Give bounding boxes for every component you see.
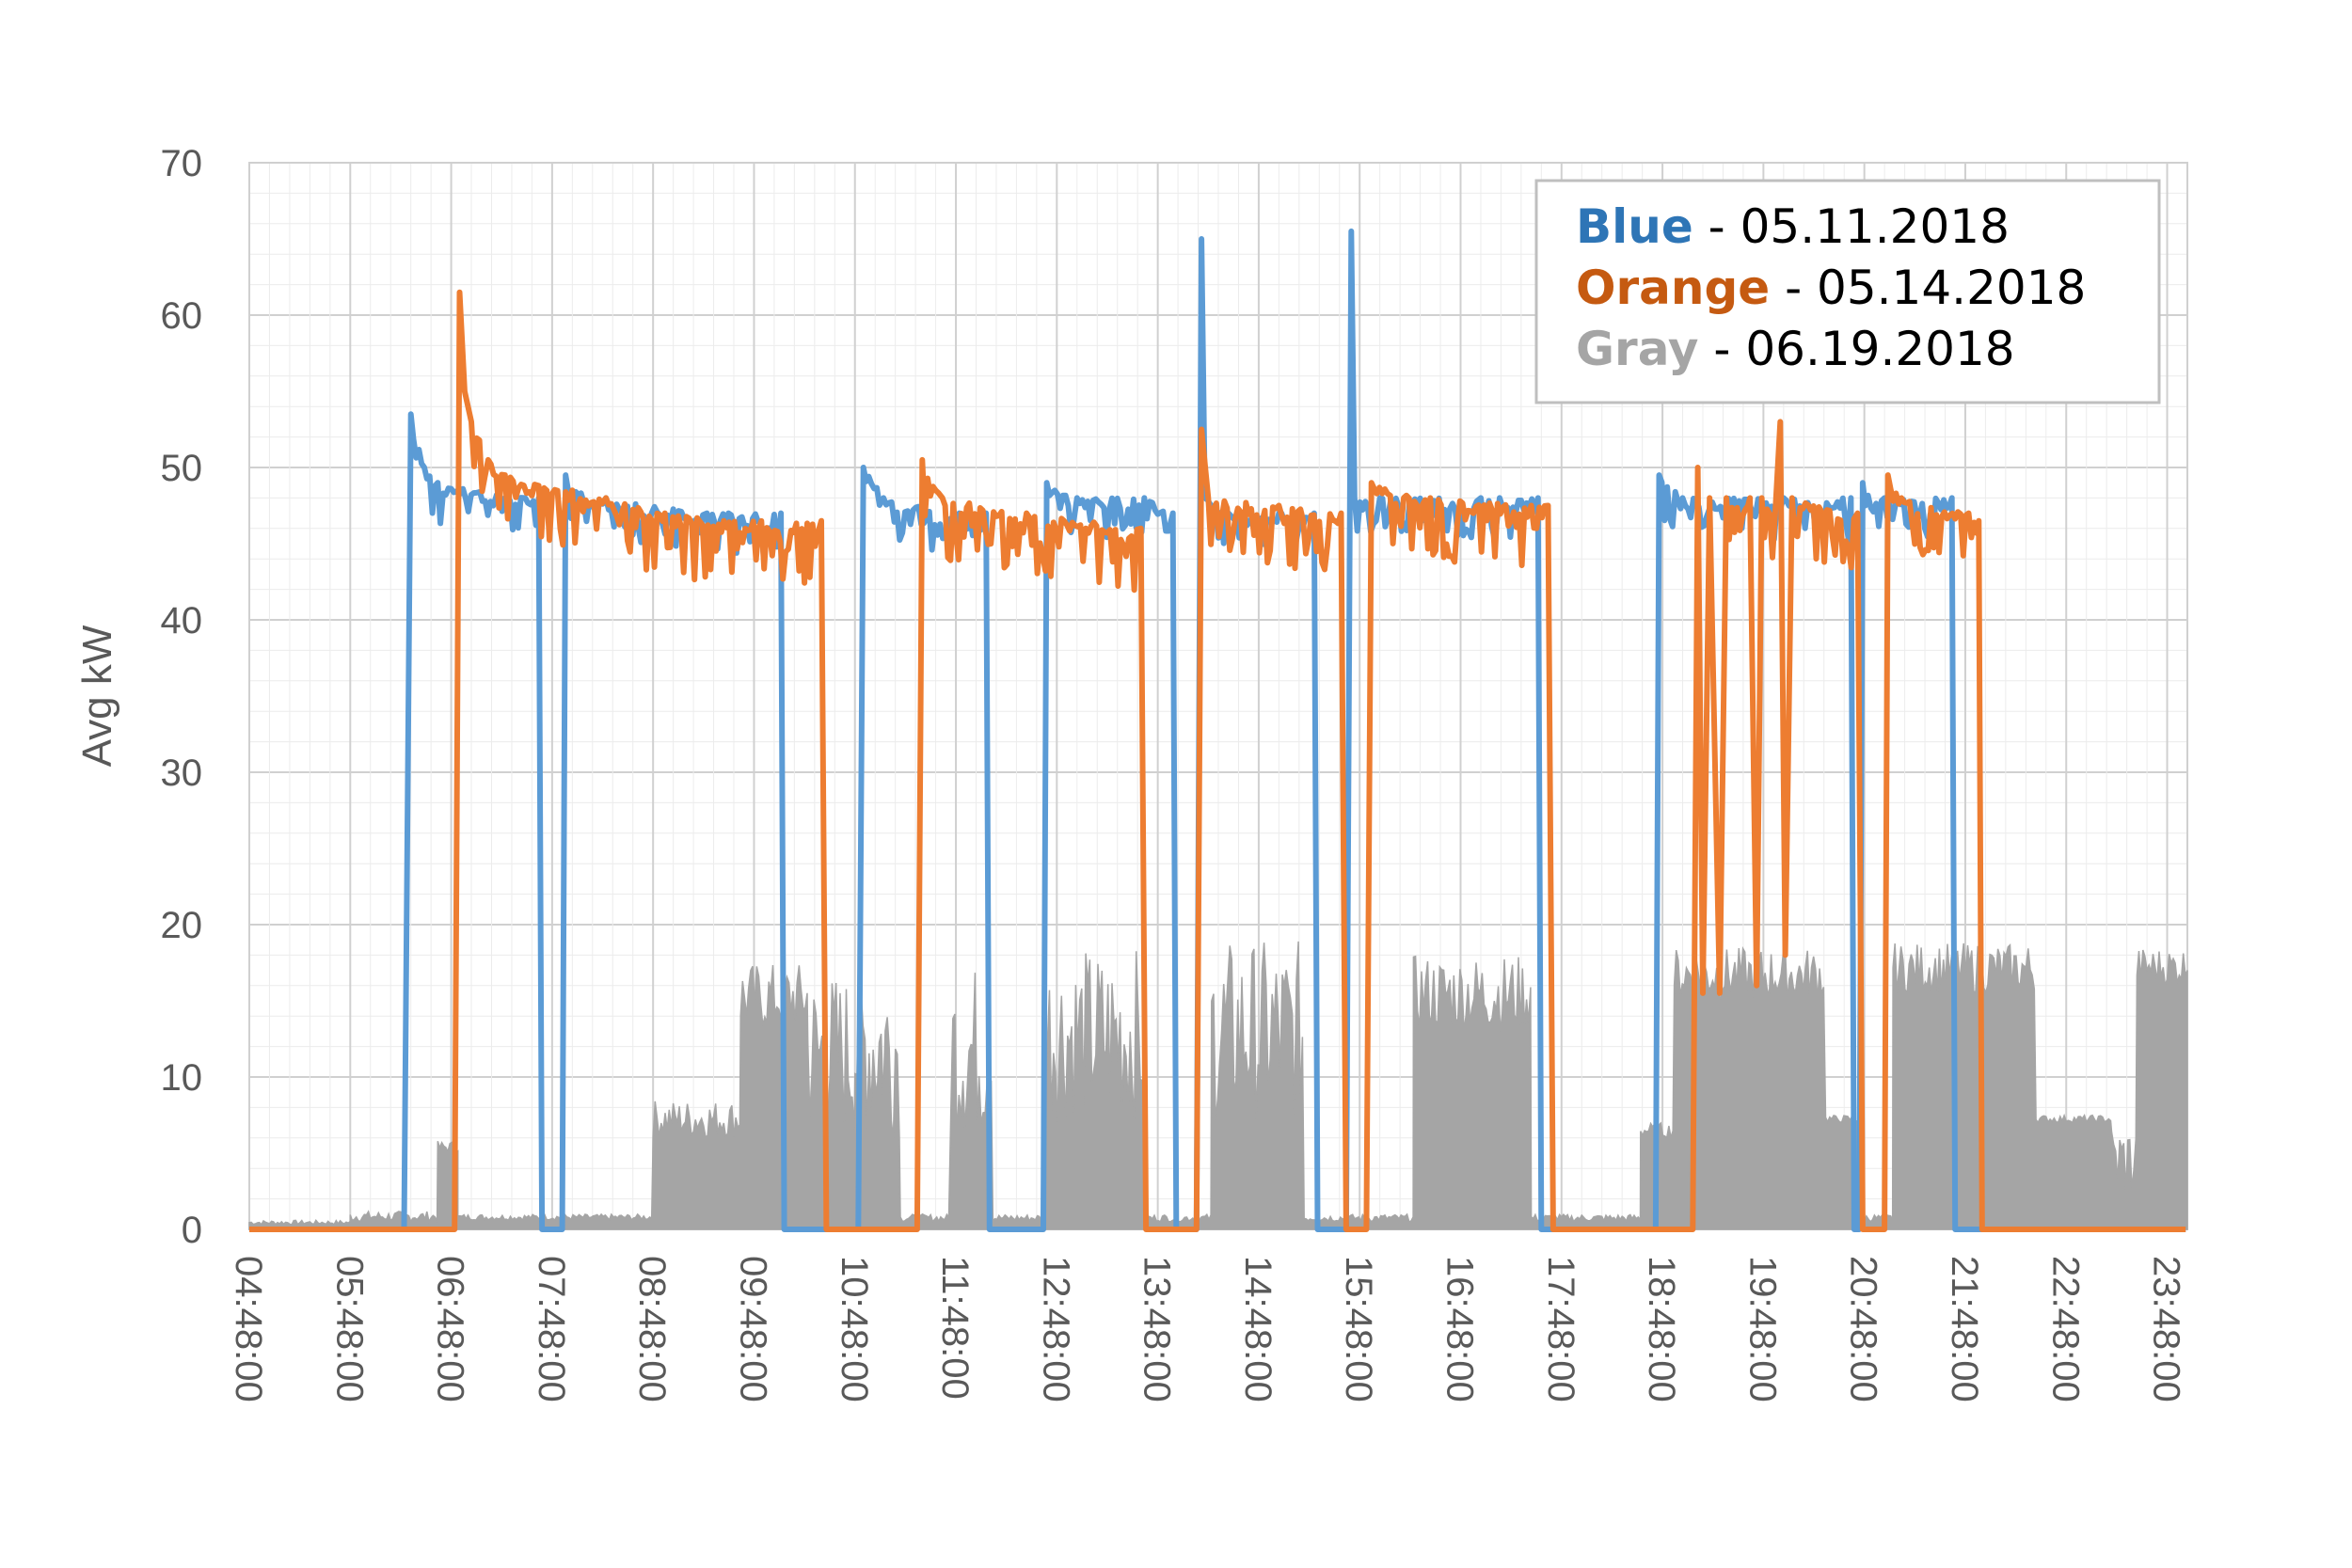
x-tick-label: 18:48:00 <box>1641 1256 1682 1402</box>
x-tick-label: 11:48:00 <box>934 1256 976 1400</box>
x-tick-label: 22:48:00 <box>2044 1256 2086 1402</box>
y-tick-label: 30 <box>161 752 203 794</box>
y-tick-label: 60 <box>161 295 203 337</box>
y-tick-label: 50 <box>161 448 203 489</box>
x-tick-label: 07:48:00 <box>531 1256 572 1402</box>
axes: 0 10 20 30 40 50 60 70 04:48:00 05:48:00 06:48:00 0… <box>161 143 2187 1402</box>
legend-entry: Orange - 05.14.2018 <box>1576 261 2086 315</box>
x-tick-label: 08:48:00 <box>631 1256 673 1402</box>
y-tick-label: 10 <box>161 1057 203 1099</box>
x-tick-label: 10:48:00 <box>834 1256 875 1402</box>
y-tick-label: 20 <box>161 905 203 946</box>
x-tick-label: 04:48:00 <box>228 1256 269 1402</box>
x-tick-label: 12:48:00 <box>1035 1256 1076 1402</box>
x-tick-label: 19:48:00 <box>1741 1256 1783 1402</box>
y-tick-label: 0 <box>182 1210 202 1251</box>
legend-entry: Gray - 06.19.2018 <box>1576 322 2015 376</box>
x-tick-label: 23:48:00 <box>2146 1256 2187 1402</box>
x-tick-label: 09:48:00 <box>733 1256 774 1402</box>
x-tick-label: 14:48:00 <box>1237 1256 1279 1402</box>
legend: Blue - 05.11.2018 Orange - 05.14.2018 Gray… <box>1534 179 2161 404</box>
x-tick-label: 06:48:00 <box>430 1256 471 1402</box>
x-tick-label: 13:48:00 <box>1136 1256 1178 1402</box>
gray-series-area <box>248 941 2188 1230</box>
legend-series-name: Orange <box>1576 261 1770 315</box>
y-tick-label: 70 <box>161 143 203 184</box>
x-tick-label: 15:48:00 <box>1338 1256 1379 1402</box>
orange-series-line <box>249 289 2186 1232</box>
legend-date: - 05.14.2018 <box>1770 261 2086 315</box>
y-axis-label: Avg kW <box>74 625 120 767</box>
legend-box <box>1534 179 2161 404</box>
legend-date: - 05.11.2018 <box>1693 199 2010 254</box>
x-tick-label: 20:48:00 <box>1843 1256 1884 1402</box>
legend-series-name: Blue <box>1576 199 1693 254</box>
legend-series-name: Gray <box>1576 322 1699 376</box>
x-tick-label: 05:48:00 <box>328 1256 370 1402</box>
legend-date: - 06.19.2018 <box>1699 322 2015 376</box>
legend-entry: Blue - 05.11.2018 <box>1576 199 2010 254</box>
series-group <box>248 228 2188 1232</box>
x-tick-label: 16:48:00 <box>1439 1256 1481 1402</box>
x-tick-label: 21:48:00 <box>1944 1256 1985 1402</box>
y-tick-label: 40 <box>161 600 203 641</box>
x-tick-label: 17:48:00 <box>1540 1256 1581 1402</box>
